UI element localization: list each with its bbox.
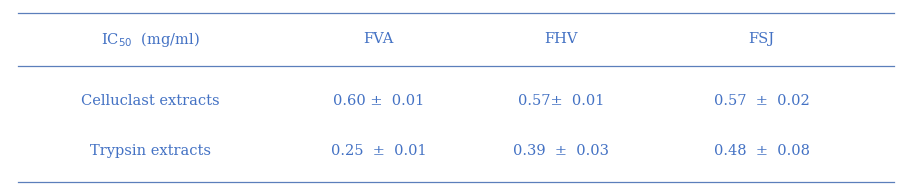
Text: 0.48  ±  0.08: 0.48 ± 0.08 xyxy=(712,144,809,158)
Text: 0.57  ±  0.02: 0.57 ± 0.02 xyxy=(713,94,808,108)
Text: 0.57±  0.01: 0.57± 0.01 xyxy=(517,94,603,108)
Text: FHV: FHV xyxy=(544,32,577,46)
Text: Trypsin extracts: Trypsin extracts xyxy=(90,144,210,158)
Text: 0.25  ±  0.01: 0.25 ± 0.01 xyxy=(331,144,425,158)
Text: FSJ: FSJ xyxy=(748,32,773,46)
Text: FVA: FVA xyxy=(363,32,394,46)
Text: Celluclast extracts: Celluclast extracts xyxy=(81,94,220,108)
Text: 0.39  ±  0.03: 0.39 ± 0.03 xyxy=(512,144,609,158)
Text: IC$_{50}$  (mg/ml): IC$_{50}$ (mg/ml) xyxy=(101,30,200,49)
Text: 0.60 ±  0.01: 0.60 ± 0.01 xyxy=(333,94,424,108)
